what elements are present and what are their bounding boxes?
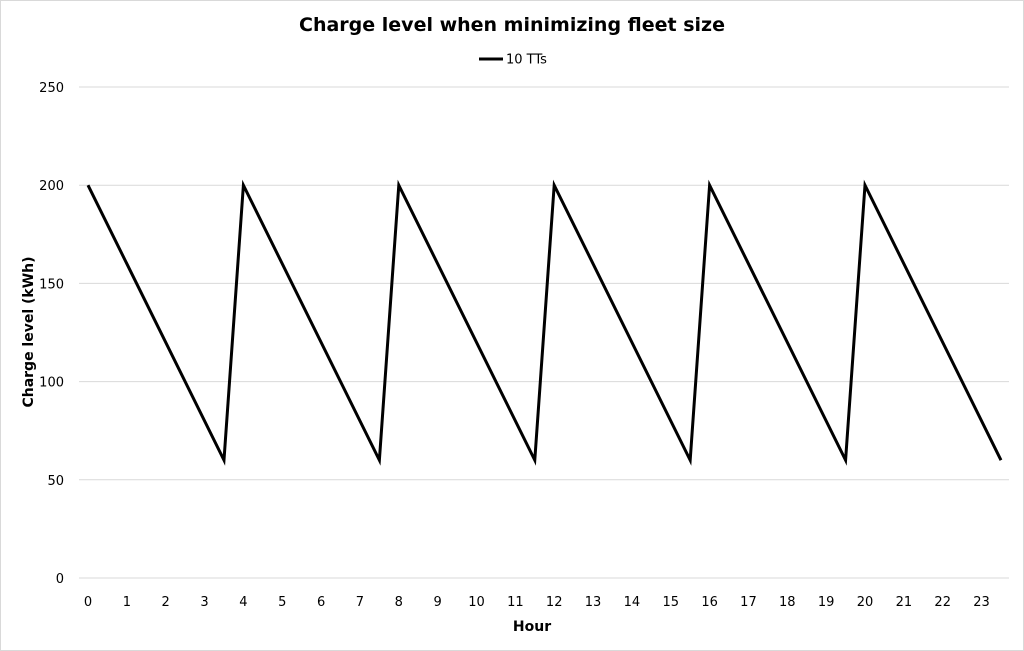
y-tick-label: 50 bbox=[47, 474, 64, 489]
y-tick-label: 100 bbox=[39, 376, 64, 391]
x-tick-label: 11 bbox=[507, 595, 524, 610]
x-tick-label: 8 bbox=[395, 595, 403, 610]
y-axis-label: Charge level (kWh) bbox=[21, 256, 37, 407]
y-tick-label: 250 bbox=[39, 81, 64, 96]
x-tick-label: 20 bbox=[857, 595, 874, 610]
x-tick-label: 5 bbox=[278, 595, 286, 610]
series-group bbox=[86, 179, 1003, 466]
legend-label: 10 TTs bbox=[506, 53, 547, 68]
x-tick-label: 3 bbox=[200, 595, 208, 610]
x-axis-ticks: 0 1 2 3 4 5 6 7 8 9 10 11 12 13 14 15 16 17 18 19 20 21 22 23 bbox=[84, 595, 990, 610]
x-tick-label: 6 bbox=[317, 595, 325, 610]
x-tick-label: 2 bbox=[162, 595, 170, 610]
x-axis-label: Hour bbox=[513, 619, 551, 635]
gridlines bbox=[79, 86, 1009, 481]
x-tick-label: 1 bbox=[123, 595, 131, 610]
x-tick-label: 7 bbox=[356, 595, 364, 610]
x-tick-label: 10 bbox=[468, 595, 485, 610]
x-tick-label: 22 bbox=[934, 595, 951, 610]
chart-title: Charge level when minimizing fleet size bbox=[299, 14, 725, 36]
x-tick-label: 21 bbox=[896, 595, 913, 610]
x-tick-label: 9 bbox=[434, 595, 442, 610]
x-tick-label: 0 bbox=[84, 595, 92, 610]
x-tick-label: 12 bbox=[546, 595, 563, 610]
legend: 10 TTs bbox=[479, 53, 547, 68]
x-tick-label: 18 bbox=[779, 595, 796, 610]
x-tick-label: 14 bbox=[624, 595, 641, 610]
x-tick-label: 16 bbox=[701, 595, 718, 610]
y-axis-ticks: 0 50 100 150 200 250 bbox=[39, 81, 64, 587]
x-tick-label: 4 bbox=[239, 595, 247, 610]
y-tick-label: 0 bbox=[56, 572, 64, 587]
y-tick-label: 200 bbox=[39, 179, 64, 194]
y-tick-label: 150 bbox=[39, 277, 64, 292]
x-tick-label: 19 bbox=[818, 595, 835, 610]
x-tick-label: 13 bbox=[585, 595, 602, 610]
x-tick-label: 15 bbox=[662, 595, 679, 610]
x-tick-label: 23 bbox=[973, 595, 990, 610]
x-tick-label: 17 bbox=[740, 595, 757, 610]
series-line bbox=[86, 179, 1003, 466]
